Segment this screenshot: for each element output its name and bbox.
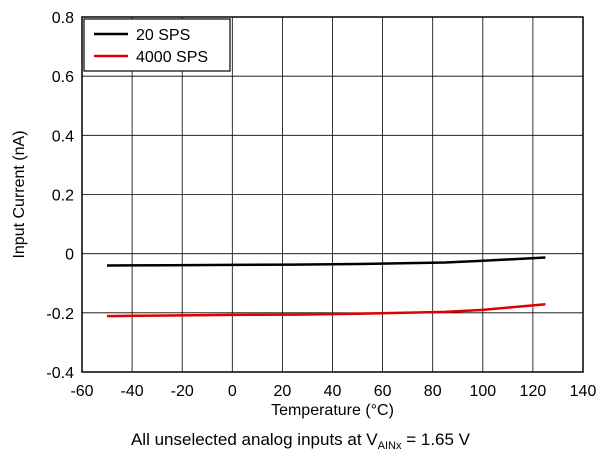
x-tick-label: 140 (570, 383, 597, 400)
legend-label-20-sps: 20 SPS (136, 27, 190, 44)
caption-subscript: AINx (377, 440, 402, 452)
y-tick-label: -0.2 (46, 306, 74, 323)
plot-border (81, 16, 584, 373)
y-tick-label: 0.6 (52, 69, 74, 86)
y-tick-labels: -0.4 -0.2 0 0.2 0.4 0.6 0.8 (46, 10, 74, 382)
legend-label-4000-sps: 4000 SPS (136, 49, 208, 66)
y-tick-label: 0.8 (52, 10, 74, 27)
data-series (106, 256, 546, 318)
legend: 20 SPS 4000 SPS (83, 18, 231, 72)
series-line-1 (106, 303, 546, 318)
x-tick-label: 0 (228, 383, 237, 400)
x-tick-label: -20 (171, 383, 194, 400)
caption-prefix: All unselected analog inputs at V (130, 430, 378, 449)
x-tick-label: 120 (520, 383, 547, 400)
x-axis-label: Temperature (°C) (271, 402, 394, 419)
y-tick-label: 0 (65, 247, 74, 264)
y-tick-label: 0.2 (52, 188, 74, 205)
x-tick-label: 20 (274, 383, 292, 400)
caption-suffix: = 1.65 V (401, 430, 471, 449)
x-tick-label: 60 (374, 383, 392, 400)
x-tick-label: 80 (424, 383, 442, 400)
y-axis-label: Input Current (nA) (11, 130, 28, 258)
chart-caption: All unselected analog inputs at VAINx = … (0, 430, 601, 452)
series-line-0 (106, 256, 546, 267)
legend-box (83, 18, 231, 72)
x-tick-label: 100 (469, 383, 496, 400)
y-tick-label: -0.4 (46, 365, 74, 382)
y-tick-label: 0.4 (52, 128, 74, 145)
grid-lines (82, 17, 583, 372)
x-tick-label: -40 (121, 383, 144, 400)
x-tick-labels: -60 -40 -20 0 20 40 60 80 100 120 140 (70, 383, 596, 400)
x-tick-label: 40 (324, 383, 342, 400)
x-tick-label: -60 (70, 383, 93, 400)
